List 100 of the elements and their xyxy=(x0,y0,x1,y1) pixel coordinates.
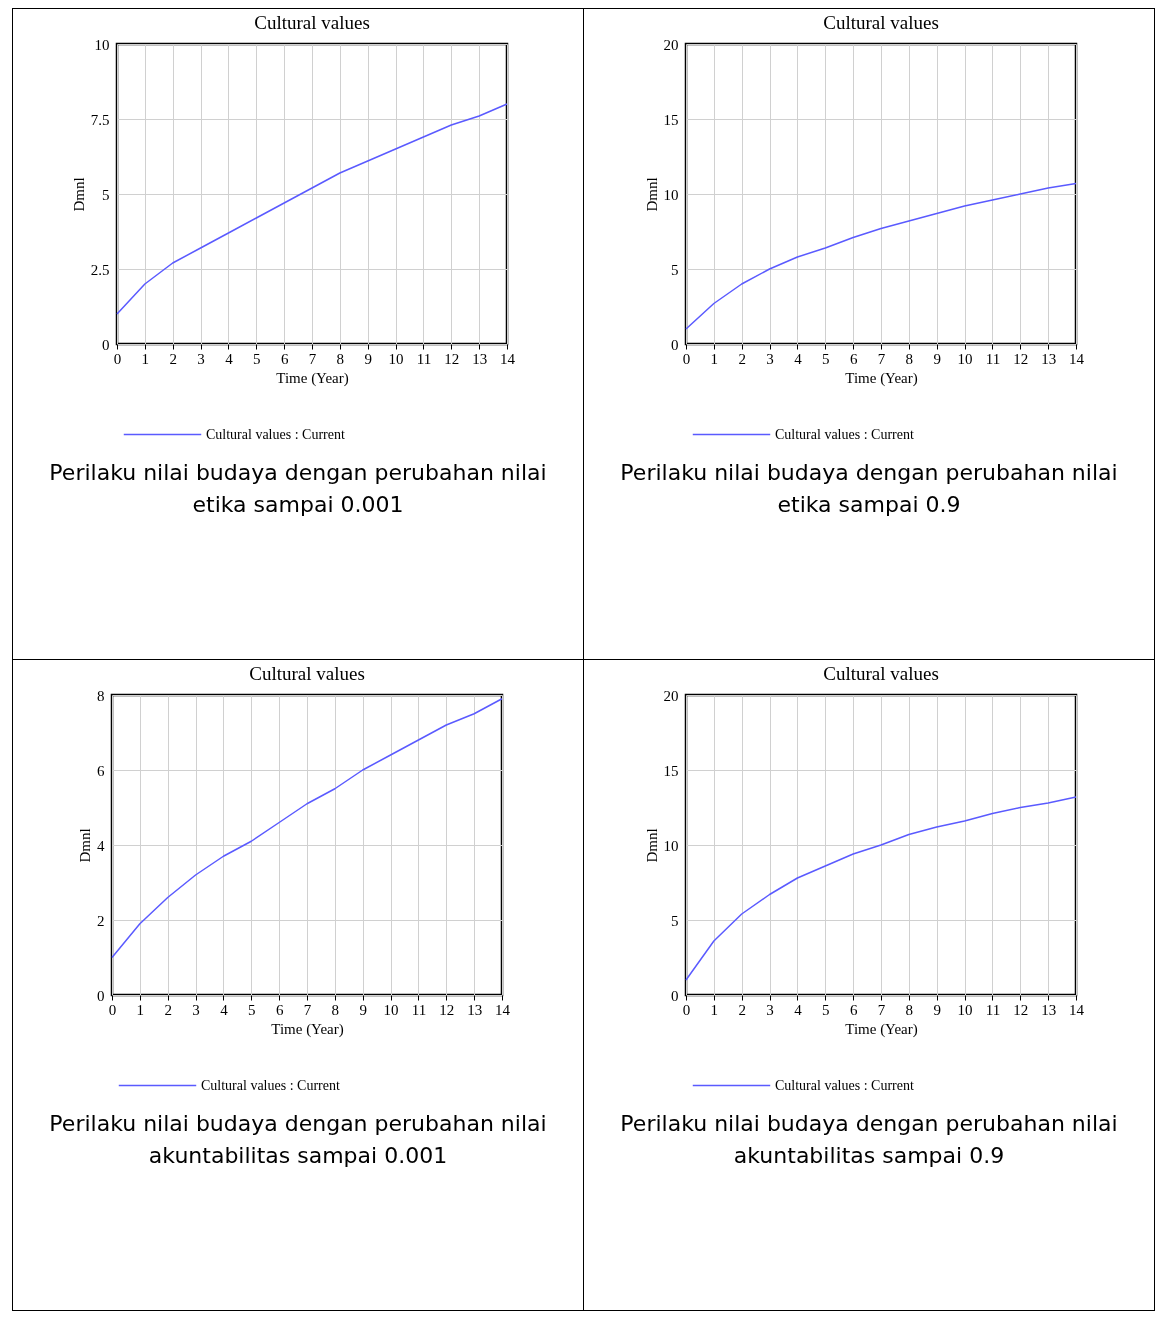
x-tick-label: 10 xyxy=(957,1001,973,1018)
y-tick-label: 5 xyxy=(102,186,110,203)
x-axis-title: Time (Year) xyxy=(276,369,349,387)
x-tick-label: 13 xyxy=(466,1001,482,1018)
text: Cultural values : Current xyxy=(200,1077,340,1093)
x-axis-title: Time (Year) xyxy=(845,369,918,387)
x-tick-label: 0 xyxy=(682,1001,691,1018)
x-tick-label: 7 xyxy=(877,350,886,367)
text: Cultural values : Current xyxy=(206,426,345,442)
x-tick-label: 4 xyxy=(794,350,803,367)
x-tick-label: 13 xyxy=(1041,350,1057,367)
x-tick-label: 4 xyxy=(794,1001,803,1018)
x-tick-label: 13 xyxy=(1041,1001,1057,1018)
x-tick-label: 7 xyxy=(308,350,317,367)
x-tick-label: 7 xyxy=(303,1001,312,1018)
text: Perilaku nilai budaya dengan perubahan nilai akuntabilitas sampai 0.001 xyxy=(48,1110,548,1170)
y-axis-title: Dmnl xyxy=(643,828,660,863)
line-series xyxy=(685,796,1077,981)
x-tick-label: 14 xyxy=(1069,1001,1085,1018)
x-tick-label: 1 xyxy=(141,350,150,367)
chart-title: Cultural values xyxy=(248,663,365,684)
y-tick-label: 8 xyxy=(96,687,104,704)
x-tick-label: 12 xyxy=(1013,350,1029,367)
x-tick-label: 2 xyxy=(169,350,177,367)
x-tick-label: 12 xyxy=(438,1001,454,1018)
y-tick-label: 15 xyxy=(663,762,679,779)
x-tick-label: 3 xyxy=(191,1001,200,1018)
x-tick-label: 8 xyxy=(336,350,345,367)
x-tick-label: 5 xyxy=(253,350,261,367)
text: Perilaku nilai budaya dengan perubahan nilai akuntabilitas sampai 0.9 xyxy=(619,1110,1119,1170)
chart-title: Cultural values xyxy=(823,12,939,33)
y-tick-label: 10 xyxy=(94,36,110,53)
x-tick-label: 13 xyxy=(472,350,488,367)
y-axis-title: Dmnl xyxy=(643,177,660,212)
x-tick-label: 12 xyxy=(444,350,460,367)
x-tick-label: 8 xyxy=(905,1001,914,1018)
x-tick-label: 12 xyxy=(1013,1001,1029,1018)
y-tick-label: 0 xyxy=(102,336,110,353)
x-tick-label: 6 xyxy=(849,1001,858,1018)
x-tick-label: 9 xyxy=(933,1001,941,1018)
x-tick-label: 2 xyxy=(738,350,746,367)
chart-title: Cultural values xyxy=(823,663,939,684)
line-series xyxy=(116,103,508,315)
x-tick-label: 14 xyxy=(494,1001,510,1018)
y-tick-label: 0 xyxy=(671,987,679,1004)
x-tick-label: 11 xyxy=(985,1001,1001,1018)
y-axis-title: Dmnl xyxy=(70,177,87,212)
text: Cultural values : Current xyxy=(775,1077,914,1093)
y-tick-label: 20 xyxy=(663,36,679,53)
x-tick-label: 5 xyxy=(822,350,830,367)
x-tick-label: 14 xyxy=(500,350,516,367)
y-tick-label: 0 xyxy=(671,336,679,353)
x-tick-label: 3 xyxy=(197,350,205,367)
x-tick-label: 0 xyxy=(682,350,691,367)
y-tick-label: 5 xyxy=(671,912,679,929)
x-tick-label: 2 xyxy=(163,1001,172,1018)
y-tick-label: 4 xyxy=(96,837,105,854)
y-tick-label: 2 xyxy=(96,912,104,929)
x-axis-title: Time (Year) xyxy=(845,1020,918,1038)
x-tick-label: 6 xyxy=(849,350,858,367)
x-tick-label: 11 xyxy=(985,350,1001,367)
x-tick-label: 9 xyxy=(364,350,372,367)
chart-title: Cultural values xyxy=(254,12,370,33)
x-tick-label: 10 xyxy=(957,350,973,367)
x-tick-label: 6 xyxy=(275,1001,284,1018)
x-tick-label: 1 xyxy=(710,350,719,367)
y-tick-label: 15 xyxy=(663,111,679,128)
y-tick-label: 0 xyxy=(96,987,104,1004)
x-tick-label: 6 xyxy=(280,350,289,367)
x-tick-label: 10 xyxy=(388,350,404,367)
y-axis-title: Dmnl xyxy=(76,828,93,863)
x-tick-label: 9 xyxy=(933,350,941,367)
y-tick-label: 7.5 xyxy=(90,111,110,128)
x-tick-label: 5 xyxy=(247,1001,256,1018)
x-tick-label: 2 xyxy=(738,1001,746,1018)
y-tick-label: 2.5 xyxy=(90,261,110,278)
x-tick-label: 9 xyxy=(358,1001,367,1018)
x-tick-label: 10 xyxy=(383,1001,399,1018)
x-tick-label: 5 xyxy=(822,1001,830,1018)
text: Perilaku nilai budaya dengan perubahan nilai etika sampai 0.001 xyxy=(48,459,548,519)
x-tick-label: 4 xyxy=(219,1001,228,1018)
x-tick-label: 14 xyxy=(1069,350,1085,367)
text: Perilaku nilai budaya dengan perubahan nilai etika sampai 0.9 xyxy=(619,459,1119,519)
x-tick-label: 1 xyxy=(136,1001,144,1018)
x-tick-label: 0 xyxy=(113,350,122,367)
x-tick-label: 11 xyxy=(416,350,432,367)
x-tick-label: 3 xyxy=(766,350,774,367)
line-series xyxy=(685,182,1077,330)
y-tick-label: 10 xyxy=(663,186,679,203)
x-tick-label: 3 xyxy=(766,1001,774,1018)
x-axis-title: Time (Year) xyxy=(270,1020,344,1038)
x-tick-label: 8 xyxy=(331,1001,339,1018)
x-tick-label: 8 xyxy=(905,350,914,367)
x-tick-label: 7 xyxy=(877,1001,886,1018)
y-tick-label: 10 xyxy=(663,837,679,854)
y-tick-label: 6 xyxy=(96,762,105,779)
y-tick-label: 5 xyxy=(671,261,679,278)
x-tick-label: 1 xyxy=(710,1001,719,1018)
x-tick-label: 11 xyxy=(411,1001,426,1018)
y-tick-label: 20 xyxy=(663,687,679,704)
